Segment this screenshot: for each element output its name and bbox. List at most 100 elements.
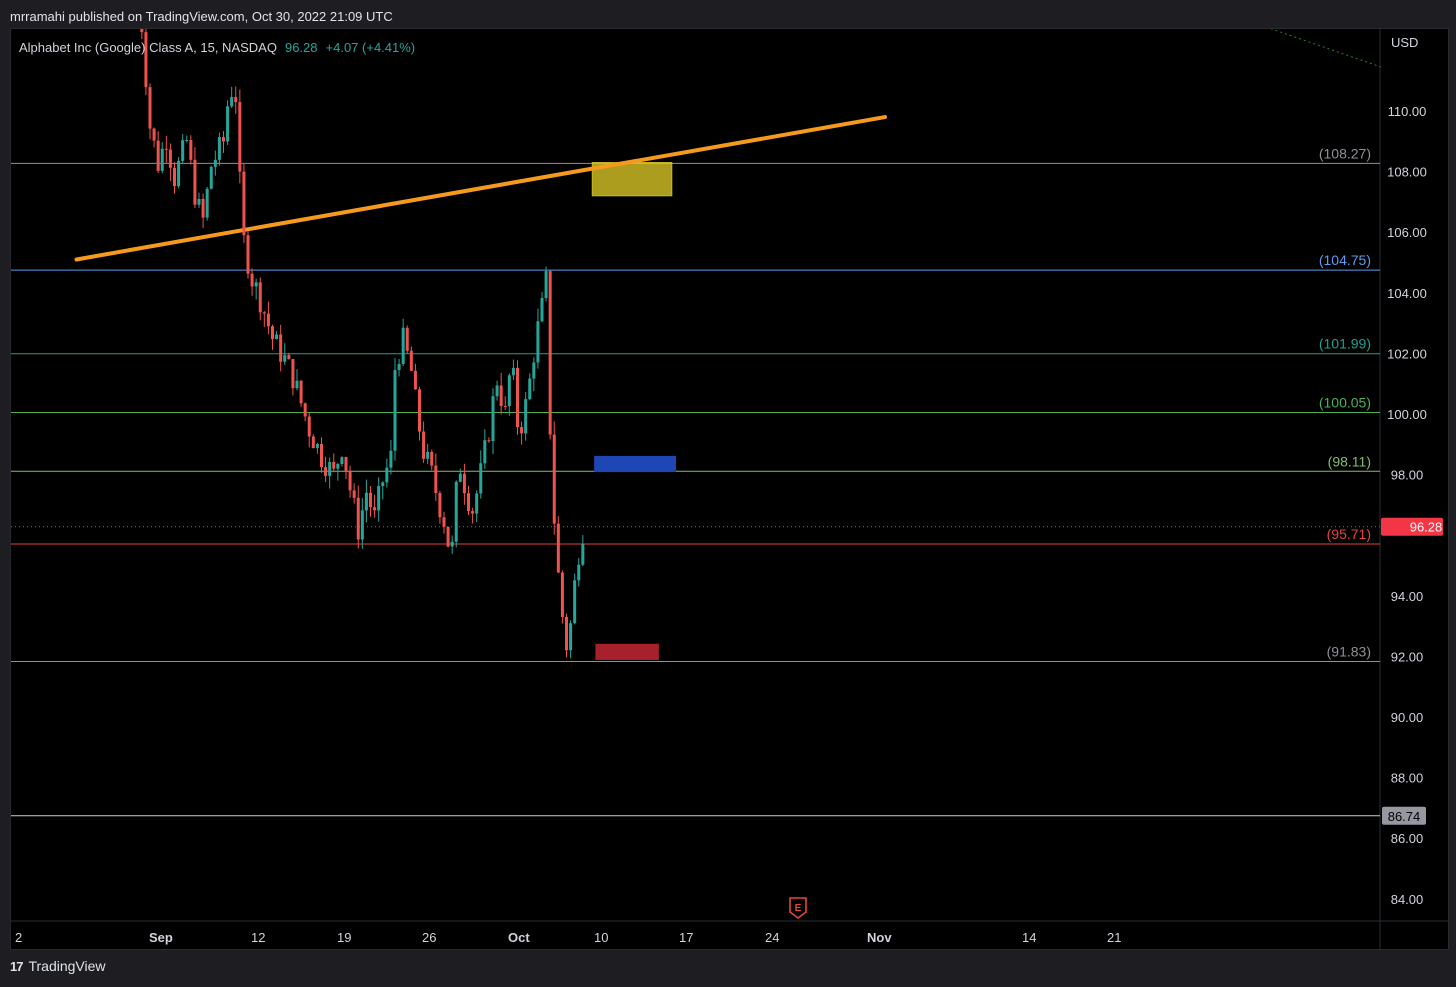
candle (209, 165, 213, 190)
x-tick-label: 26 (422, 930, 436, 945)
candle-body (336, 464, 340, 469)
candle-body (454, 481, 458, 542)
candle (262, 311, 266, 328)
candle (315, 442, 319, 454)
candle (266, 301, 270, 335)
candle-body (254, 282, 258, 287)
candle-body (516, 367, 519, 428)
y-tick-label: 88.00 (1391, 771, 1424, 786)
candle-body (528, 378, 532, 400)
candle (479, 450, 483, 499)
candle-body (352, 490, 356, 498)
trendline[interactable] (74, 115, 887, 262)
candle-body (381, 482, 385, 487)
candle-body (511, 367, 515, 376)
candle-body (303, 403, 307, 417)
level-label-91.83: (91.83) (1327, 644, 1371, 660)
candle (507, 373, 511, 416)
candle-body (181, 140, 185, 161)
candle-body (581, 543, 585, 565)
candle (311, 434, 315, 449)
candle (242, 162, 246, 243)
level-label-95.71: (95.71) (1327, 526, 1371, 542)
candle-body (438, 493, 442, 518)
candle (213, 150, 217, 176)
earnings-marker-icon[interactable] (789, 897, 807, 919)
candle-body (483, 440, 487, 464)
x-tick-label: Oct (508, 930, 530, 945)
publish-header: mrramahi published on TradingView.com, O… (10, 9, 393, 24)
candle (581, 535, 585, 567)
candle-body (173, 167, 176, 187)
candle-body (201, 198, 205, 218)
price-chart[interactable]: (108.27) (104.75) (101.99) (100.05) (98.11) (… (11, 29, 1448, 949)
y-tick-label: 104.00 (1387, 286, 1427, 301)
candle (193, 147, 197, 208)
candle (189, 135, 193, 165)
candle-body (565, 617, 568, 651)
candle (336, 462, 340, 481)
candle-body (475, 493, 479, 514)
candle-body (548, 271, 552, 435)
candle (471, 507, 475, 524)
candle (364, 479, 368, 523)
candle-body (360, 510, 364, 540)
candle-body (295, 380, 299, 389)
candle (565, 613, 568, 658)
candle-body (213, 159, 217, 167)
candle (360, 498, 364, 549)
candle (446, 526, 450, 548)
candle (552, 421, 556, 535)
candle (201, 193, 205, 228)
candle-body (287, 355, 291, 360)
red-zone[interactable] (595, 643, 659, 660)
y-tick-label: 86.00 (1391, 831, 1424, 846)
candle (409, 346, 413, 372)
symbol-title[interactable]: Alphabet Inc (Google) Class A, 15, NASDA… (19, 40, 277, 55)
candle (544, 266, 548, 302)
candle-body (156, 140, 160, 171)
candle-body (430, 451, 434, 466)
candle-body (397, 363, 401, 371)
candle-body (405, 327, 409, 351)
candle-body (560, 572, 564, 618)
candle (397, 358, 401, 377)
candle (511, 359, 515, 380)
candle-body (324, 467, 328, 476)
candle-body (499, 385, 503, 406)
candle-body (193, 159, 197, 205)
candle-body (230, 96, 234, 107)
candle (181, 134, 185, 165)
candle (303, 402, 307, 422)
level-label-104.75: (104.75) (1319, 252, 1371, 268)
footer: 17 TradingView (10, 958, 106, 974)
level-label-98.11: (98.11) (1328, 453, 1371, 469)
candle (548, 270, 552, 440)
candle (422, 421, 426, 463)
candle-body (536, 321, 540, 363)
candle-body (369, 492, 372, 508)
x-tick-label: Nov (867, 930, 892, 945)
chart-frame[interactable]: (108.27) (104.75) (101.99) (100.05) (98.11) (… (10, 28, 1449, 950)
candle-body (283, 355, 287, 362)
candle (344, 456, 348, 480)
candle (475, 490, 479, 523)
candle-body (275, 334, 279, 340)
candle (356, 485, 360, 549)
candle-body (434, 465, 438, 494)
candle (377, 477, 381, 522)
candle (393, 358, 397, 461)
candle (295, 369, 299, 391)
candle-body (144, 32, 148, 88)
candle (156, 131, 160, 174)
legend-change: +4.07 (+4.41%) (326, 40, 416, 55)
candle (503, 396, 507, 410)
candle-body (262, 312, 266, 314)
x-tick-label: 17 (679, 930, 693, 945)
candle (324, 456, 328, 483)
footer-brand: TradingView (28, 958, 106, 974)
candle-body (577, 564, 581, 581)
blue-zone[interactable] (594, 455, 677, 473)
candle (434, 453, 438, 501)
candle (217, 132, 221, 166)
